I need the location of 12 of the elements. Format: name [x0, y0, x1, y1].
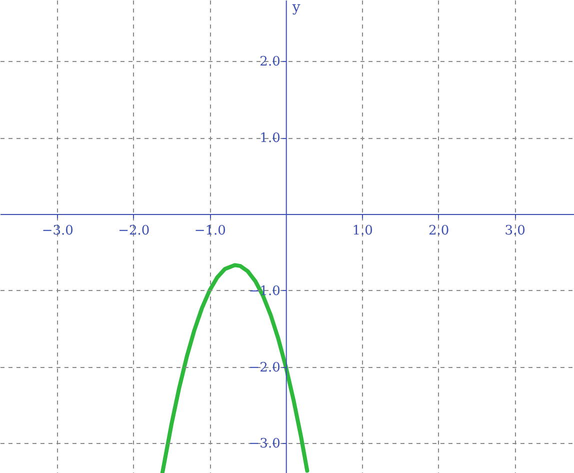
x-tick-label: −3.0	[42, 223, 74, 238]
y-tick-label: 1.0	[260, 131, 280, 146]
y-tick-label: −2.0	[248, 360, 280, 376]
x-tick-label: −1.0	[194, 223, 226, 238]
x-tick-label: −2.0	[118, 223, 150, 238]
y-tick-label: 2.0	[260, 54, 280, 70]
line-series	[160, 263, 310, 473]
x-tick-label: 2.0	[428, 223, 450, 238]
x-tick-label: 1.0	[352, 223, 373, 238]
x-tick-label: 3.0	[504, 223, 526, 238]
y-tick-label: −3.0	[248, 436, 280, 452]
y-axis-title: y	[291, 0, 300, 16]
